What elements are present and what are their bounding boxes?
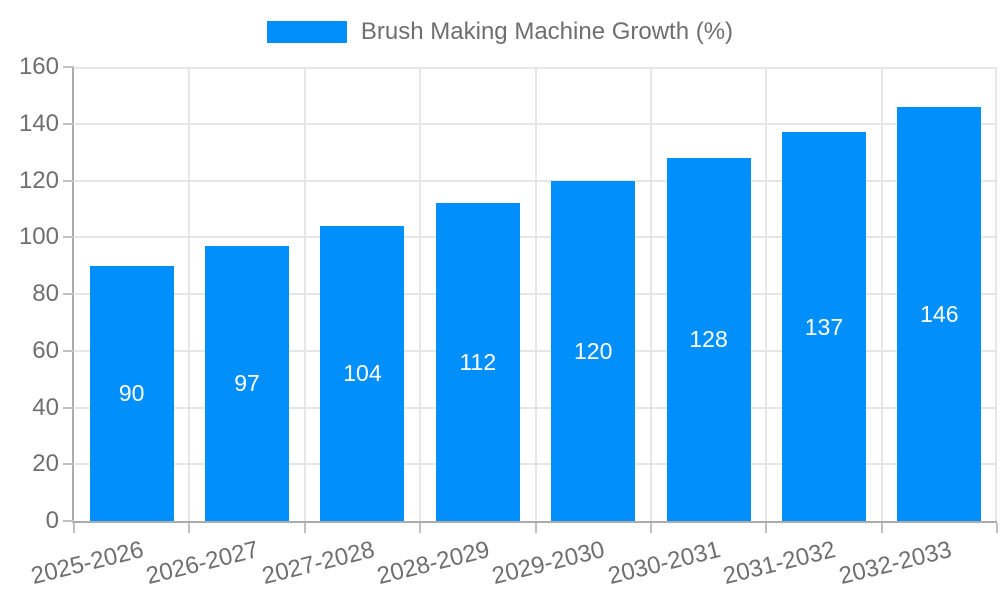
x-axis-tick-label: 2032-2033: [835, 536, 954, 590]
legend-swatch-icon: [266, 21, 347, 43]
gridline-vertical: [765, 67, 768, 523]
bar-value-label: 97: [234, 370, 260, 397]
plot-area: 90 97 104 112 120 128 137 146: [72, 67, 997, 523]
x-axis-tick: [649, 523, 652, 533]
bar-value-label: 104: [343, 360, 382, 387]
y-axis-tick: [63, 122, 74, 125]
x-axis-tick-label: 2031-2032: [720, 536, 839, 590]
bar-value-label: 112: [459, 349, 497, 376]
bar-value-label: 137: [804, 313, 844, 340]
y-axis-tick-label: 160: [18, 53, 59, 80]
x-axis-tick-label: 2030-2031: [605, 536, 724, 590]
bar: 128: [666, 157, 751, 521]
y-axis-tick-label: 100: [18, 223, 59, 251]
bar: 137: [781, 132, 866, 521]
x-axis-tick-label: 2027-2028: [259, 536, 377, 590]
gridline-vertical: [303, 67, 306, 523]
y-axis-tick-label: 60: [32, 336, 59, 364]
x-axis-tick-label: 2025-2026: [28, 536, 147, 590]
bar-value-label: 146: [920, 300, 959, 327]
y-axis-tick-label: 0: [45, 507, 59, 534]
bar: 120: [551, 180, 636, 521]
bar: 90: [89, 265, 174, 521]
y-axis-tick: [63, 66, 74, 68]
y-axis-tick-label: 40: [32, 393, 59, 421]
x-axis-tick: [996, 523, 998, 533]
x-axis-tick: [188, 523, 191, 533]
bar: 104: [320, 225, 405, 521]
bar-value-label: 90: [118, 380, 145, 407]
x-axis-tick-label: 2029-2030: [489, 536, 608, 590]
gridline-vertical: [534, 67, 537, 523]
gridline-vertical: [188, 67, 191, 523]
x-axis-tick: [765, 523, 768, 533]
y-axis-tick: [63, 293, 74, 295]
y-axis-tick-label: 80: [32, 280, 59, 307]
gridline-vertical: [880, 67, 883, 523]
y-axis-tick-label: 20: [32, 450, 59, 478]
x-axis-tick: [880, 523, 883, 533]
gridline-vertical: [419, 67, 422, 523]
x-axis-tick-label: 2026-2027: [143, 536, 262, 590]
x-axis-tick: [419, 523, 422, 533]
y-axis-tick-label: 120: [18, 166, 59, 194]
legend-label: Brush Making Machine Growth (%): [360, 18, 734, 45]
x-axis-tick-label: 2028-2029: [374, 536, 493, 590]
bar: 97: [205, 245, 290, 521]
bar: 112: [435, 203, 520, 521]
x-axis-tick: [534, 523, 537, 533]
x-axis-tick: [303, 523, 306, 533]
gridline-vertical: [649, 67, 652, 523]
gridline-vertical: [995, 67, 997, 523]
x-axis-tick: [73, 523, 75, 533]
y-axis-tick: [63, 520, 74, 522]
bar-value-label: 128: [689, 326, 728, 353]
y-axis-line: [72, 67, 74, 523]
x-axis-line: [74, 521, 997, 523]
y-axis-tick-label: 140: [18, 109, 59, 137]
bar: 146: [897, 106, 982, 521]
y-axis-tick: [63, 406, 74, 409]
y-axis-tick: [63, 236, 74, 239]
chart-legend[interactable]: Brush Making Machine Growth (%): [0, 18, 1000, 46]
y-axis-tick: [63, 463, 74, 466]
y-axis-tick: [63, 349, 74, 352]
bar-value-label: 120: [574, 337, 613, 364]
y-axis-tick: [63, 179, 74, 182]
